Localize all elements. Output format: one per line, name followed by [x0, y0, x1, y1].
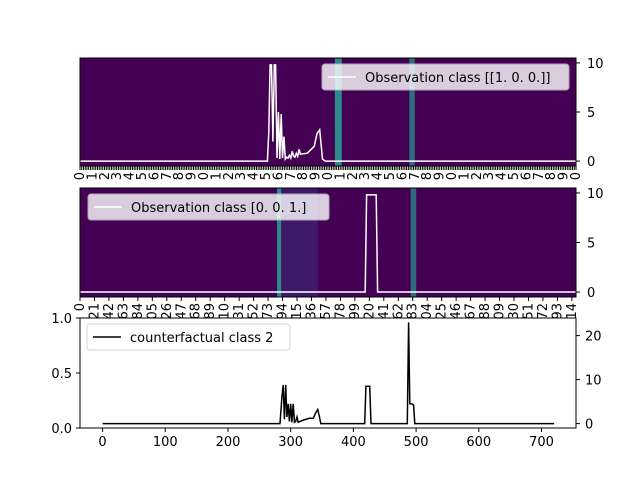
x-tick-label: 3	[110, 172, 125, 180]
legend-box	[86, 323, 291, 351]
x-tick-label: 600	[466, 435, 491, 450]
heatmap-highlight-band-0	[277, 188, 282, 297]
x-tick-label: 0	[569, 172, 584, 180]
x-tick-label: 0	[73, 303, 88, 311]
x-tick-label: 1	[209, 172, 224, 180]
left-y-tick-label: 0.5	[51, 367, 72, 382]
x-tick-label: 3	[358, 172, 373, 180]
x-tick-label: 4	[495, 172, 510, 180]
x-tick-label: 63	[116, 303, 131, 320]
x-tick-label: 400	[341, 435, 366, 450]
x-tick-label: 100	[153, 435, 178, 450]
heatmap-highlight-band-1	[409, 58, 415, 166]
x-tick-label: 2	[222, 172, 237, 180]
heatmap-highlight-band-0	[334, 58, 342, 166]
right-y-tick-label: 20	[585, 330, 602, 345]
x-tick-label: 9	[433, 172, 448, 180]
x-tick-label: 5	[383, 172, 398, 180]
right-y-tick-label: 5	[587, 237, 595, 252]
x-tick-label: 7	[284, 172, 299, 180]
x-tick-label: 1	[457, 172, 472, 180]
x-tick-label: 4	[123, 172, 138, 180]
legend-text: Observation class [[1. 0. 0.]]	[365, 71, 550, 86]
x-tick-label: 6	[147, 172, 162, 180]
legend-box	[321, 63, 570, 91]
right-y-tick-label: 10	[585, 374, 602, 389]
x-tick-label: 8	[172, 172, 187, 180]
x-tick-label: 8	[420, 172, 435, 180]
x-tick-label: 7	[160, 172, 175, 180]
heatmap-highlight-band-1	[410, 188, 417, 297]
left-y-tick-label: 1.0	[51, 312, 72, 327]
x-tick-label: 5	[259, 172, 274, 180]
right-y-tick-label: 0	[587, 155, 595, 170]
x-tick-label: 6	[271, 172, 286, 180]
legend-box	[87, 193, 330, 221]
x-tick-label: 6	[395, 172, 410, 180]
legend-text: counterfactual class 2	[130, 331, 273, 346]
x-tick-label: 4	[247, 172, 262, 180]
x-tick-label: 0	[73, 172, 88, 180]
x-tick-label: 8	[544, 172, 559, 180]
x-tick-label: 2	[346, 172, 361, 180]
x-tick-label: 500	[404, 435, 429, 450]
right-y-tick-label: 5	[587, 106, 595, 121]
x-tick-label: 0	[197, 172, 212, 180]
x-tick-label: 4	[371, 172, 386, 180]
x-tick-label: 7	[532, 172, 547, 180]
x-tick-label: 9	[557, 172, 572, 180]
x-tick-label: 7	[408, 172, 423, 180]
x-tick-label: 8	[296, 172, 311, 180]
counterfactual-series-line	[102, 322, 555, 425]
x-tick-label: 2	[98, 172, 113, 180]
x-tick-label: 3	[234, 172, 249, 180]
x-tick-label: 300	[278, 435, 303, 450]
x-tick-label: 1	[333, 172, 348, 180]
x-tick-label: 6	[519, 172, 534, 180]
x-tick-label: 1	[85, 172, 100, 180]
x-tick-label: 0	[445, 172, 460, 180]
x-tick-label: 700	[529, 435, 554, 450]
x-tick-label: 200	[216, 435, 241, 450]
right-y-tick-label: 10	[587, 57, 604, 72]
right-y-tick-label: 0	[585, 418, 593, 433]
x-tick-label: 5	[507, 172, 522, 180]
x-tick-label: 21	[88, 303, 103, 320]
right-y-tick-label: 10	[587, 187, 604, 202]
legend-text: Observation class [0. 0. 1.]	[131, 201, 306, 216]
x-tick-label: 0	[321, 172, 336, 180]
x-tick-label: 2	[470, 172, 485, 180]
x-tick-label: 5	[135, 172, 150, 180]
x-tick-label: 9	[185, 172, 200, 180]
x-tick-label: 0	[98, 435, 106, 450]
right-y-tick-label: 0	[587, 286, 595, 301]
panel-top: 0510012345678901234567890123456789012345…	[73, 57, 604, 180]
x-tick-label: 9	[309, 172, 324, 180]
left-y-tick-label: 0.0	[51, 422, 72, 437]
x-tick-label: 42	[102, 303, 117, 320]
observation-series-line	[80, 64, 576, 162]
x-tick-label: 84	[131, 303, 146, 320]
observation-series-line	[80, 194, 576, 293]
x-tick-label: 3	[482, 172, 497, 180]
